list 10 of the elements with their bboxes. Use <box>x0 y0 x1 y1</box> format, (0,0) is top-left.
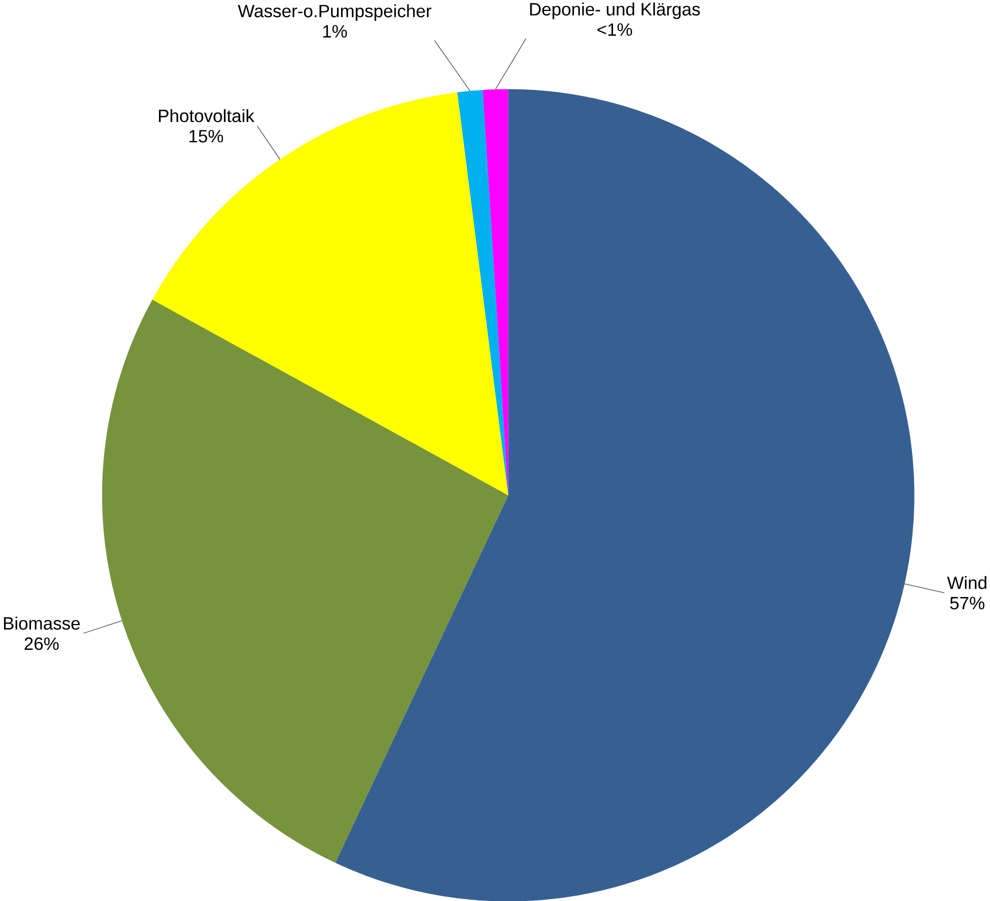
data-label: 57% <box>950 596 984 610</box>
slice-label: Photovoltaik <box>158 108 254 122</box>
data-label: 1% <box>323 24 347 38</box>
slice-label: Deponie- und Klärgas <box>530 2 700 19</box>
data-label: 26% <box>24 637 59 650</box>
slice-label: Wasser-o.Pumpspeicher <box>238 4 432 21</box>
data-label: <1% <box>597 23 632 36</box>
slice-label: Biomasse <box>4 616 80 630</box>
slice-label: Wind <box>947 576 986 589</box>
data-label: 15% <box>190 130 224 142</box>
